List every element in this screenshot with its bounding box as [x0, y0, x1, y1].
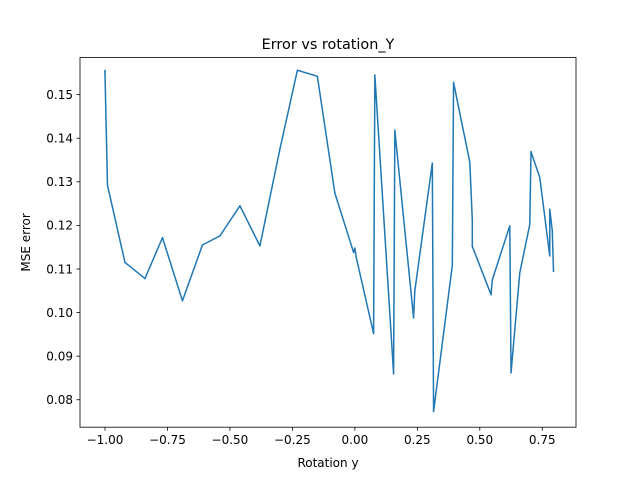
- data-point: [104, 72, 106, 75]
- data-point: [549, 255, 551, 257]
- data-point: [144, 277, 146, 280]
- y-axis-label: MSE error: [19, 213, 33, 271]
- data-point: [354, 247, 356, 249]
- x-tick-label: 0.00: [342, 433, 369, 447]
- y-tick-label: 0.10: [46, 306, 73, 320]
- data-point: [201, 244, 204, 246]
- data-point: [509, 225, 511, 227]
- x-tick-label: 0.25: [404, 433, 431, 447]
- y-axis-ticks: 0.08 0.09 0.10 0.11 0.12 0.13 0.14 0.15: [46, 88, 80, 407]
- data-point: [539, 176, 541, 179]
- data-point: [549, 208, 551, 211]
- y-tick-label: 0.09: [46, 349, 73, 363]
- data-point: [239, 205, 241, 207]
- y-tick-label: 0.11: [46, 262, 73, 276]
- data-point: [259, 245, 261, 247]
- data-point: [181, 300, 184, 302]
- data-point: [316, 75, 319, 78]
- y-tick-label: 0.15: [46, 88, 73, 102]
- data-point: [414, 290, 416, 292]
- data-point: [352, 251, 355, 254]
- data-point: [529, 223, 531, 226]
- x-axis-ticks: −1.00 −0.75 −0.50 −0.25 0.00 0.25 0.50 0.75: [87, 427, 556, 447]
- y-tick-label: 0.13: [46, 175, 73, 189]
- x-tick-label: 0.50: [466, 433, 493, 447]
- data-point: [279, 148, 281, 150]
- data-point: [106, 184, 109, 187]
- data-point: [491, 279, 494, 281]
- data-point: [551, 229, 554, 232]
- x-tick-label: −0.50: [212, 433, 249, 447]
- data-point: [219, 235, 221, 237]
- data-point: [124, 261, 126, 264]
- data-point: [412, 317, 415, 319]
- data-point: [490, 293, 492, 296]
- x-axis-label: Rotation y: [297, 456, 358, 470]
- chart-title: Error vs rotation_Y: [262, 37, 395, 53]
- data-point: [432, 410, 435, 413]
- data-point: [355, 256, 357, 258]
- data-point: [374, 74, 376, 76]
- x-tick-label: 0.75: [529, 433, 556, 447]
- data-point: [296, 69, 299, 71]
- data-point: [392, 372, 395, 375]
- x-tick-label: −1.00: [87, 433, 124, 447]
- data-point: [451, 264, 454, 267]
- data-point: [161, 236, 164, 239]
- x-tick-label: −0.75: [149, 433, 186, 447]
- y-tick-label: 0.14: [46, 132, 73, 146]
- data-point: [469, 161, 471, 163]
- data-point: [452, 81, 455, 84]
- data-point: [431, 162, 434, 164]
- data-points: [104, 69, 555, 413]
- data-point: [471, 245, 474, 248]
- data-point: [510, 371, 512, 374]
- y-tick-label: 0.08: [46, 393, 73, 407]
- data-point: [394, 129, 396, 132]
- data-point: [372, 332, 375, 335]
- data-point: [552, 270, 555, 272]
- data-point: [104, 69, 106, 72]
- x-tick-label: −0.25: [274, 433, 311, 447]
- data-point: [519, 272, 521, 274]
- data-point: [471, 219, 474, 221]
- plot-frame: [79, 57, 577, 428]
- y-tick-label: 0.12: [46, 219, 73, 233]
- data-point: [530, 150, 532, 153]
- data-point: [334, 192, 336, 194]
